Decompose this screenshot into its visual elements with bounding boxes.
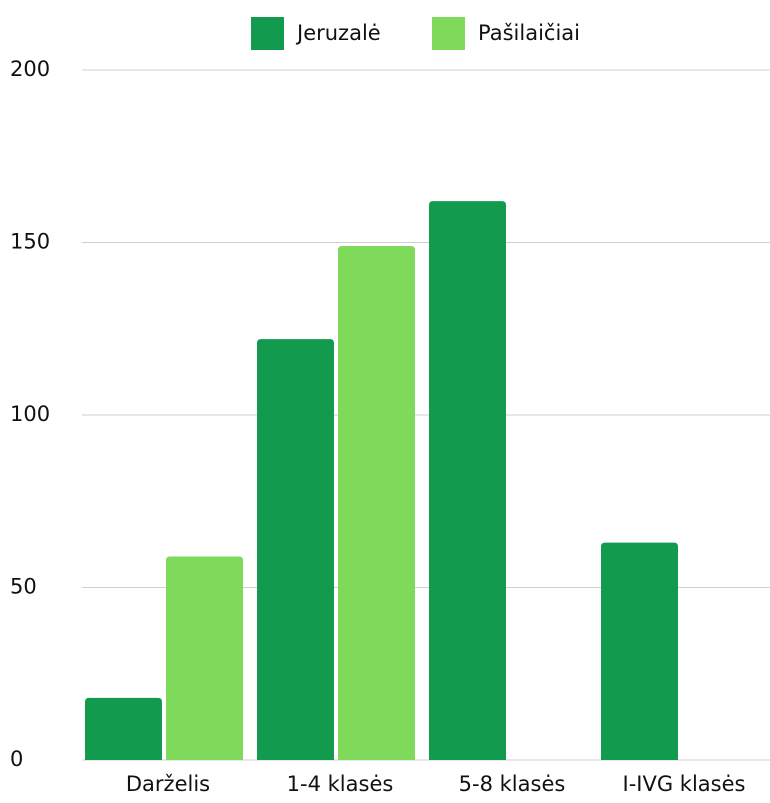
bar: [166, 556, 243, 760]
legend-swatch: [432, 17, 465, 50]
y-tick-label: 0: [10, 747, 23, 771]
legend-swatch: [251, 17, 284, 50]
x-tick-label: 5-8 klasės: [459, 772, 566, 796]
y-tick-label: 150: [10, 230, 50, 254]
bar: [601, 542, 678, 760]
legend-label: Pašilaičiai: [478, 21, 580, 45]
bar: [85, 697, 162, 760]
y-tick-label: 100: [10, 402, 50, 426]
y-tick-label: 200: [10, 57, 50, 81]
y-tick-label: 50: [10, 575, 37, 599]
bar: [257, 339, 334, 760]
bar: [429, 201, 506, 761]
bar: [338, 245, 415, 760]
legend-label: Jeruzalė: [295, 21, 381, 45]
x-tick-label: I-IVG klasės: [623, 772, 746, 796]
x-tick-label: Darželis: [126, 772, 210, 796]
x-tick-label: 1-4 klasės: [287, 772, 394, 796]
